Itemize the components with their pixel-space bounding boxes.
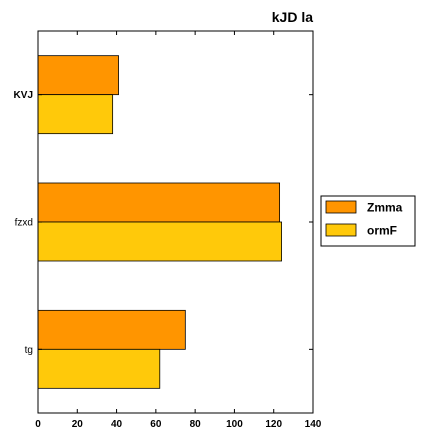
legend-swatch-ormF (325, 223, 357, 237)
legend-label: ormF (367, 224, 397, 238)
bar-KVJ-ormF (37, 94, 114, 135)
bar-fzxd-Zmma (37, 182, 281, 223)
legend-label: Zmma (367, 201, 403, 215)
bars-group (37, 55, 282, 389)
x-tick-label: 60 (150, 419, 162, 430)
chart-title: kJD la (272, 9, 313, 25)
x-tick-label: 40 (111, 419, 123, 430)
bar-KVJ-Zmma (37, 55, 119, 96)
x-tick-label: 140 (305, 419, 322, 430)
x-tick-label: 20 (72, 419, 84, 430)
y-tick-label: fzxd (15, 218, 33, 229)
legend-swatch-Zmma (325, 200, 357, 214)
x-tick-label: 100 (226, 419, 243, 430)
x-tick-label: 0 (35, 419, 41, 430)
x-tick-label: 120 (265, 419, 282, 430)
legend: Zmma ormF (320, 195, 416, 247)
x-axis-ticks: 0 20 40 60 80 100 120 140 (35, 31, 322, 430)
x-tick-label: 80 (190, 419, 202, 430)
bar-fzxd-ormF (37, 221, 282, 262)
y-tick-label: tg (25, 345, 33, 356)
y-tick-label: KVJ (14, 90, 33, 101)
bar-tg-ormF (37, 348, 161, 389)
bar-tg-Zmma (37, 309, 186, 350)
y-axis-ticks: KVJ fzxd tg (14, 90, 313, 356)
